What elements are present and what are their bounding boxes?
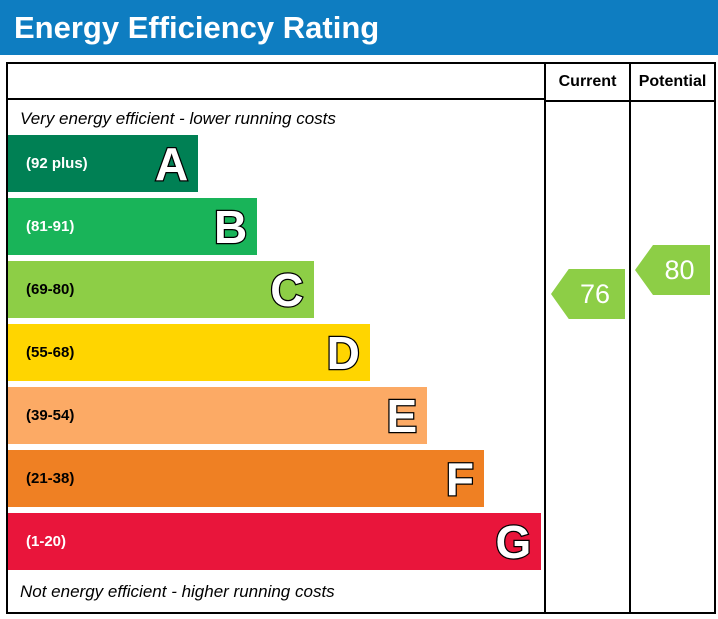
band-bar-g: (1-20) G [8,513,542,570]
band-letter: B [213,200,249,253]
band-range-label: (55-68) [26,344,75,361]
title-bar: Energy Efficiency Rating [0,0,718,55]
current-rating-value: 76 [579,278,611,309]
band-bars: (92 plus) A (81-91) B (69-80) C (55-68) … [8,135,544,576]
header-spacer [8,64,544,100]
band-bar-e: (39-54) E [8,387,428,444]
bands-area: Very energy efficient - lower running co… [8,64,544,612]
band-bar-c: (69-80) C [8,261,314,318]
column-header-current: Current [546,64,629,102]
current-rating-arrow: 76 [551,269,625,319]
band-letter: G [494,515,532,568]
band-letter: E [385,389,418,442]
band-range-label: (21-38) [26,470,75,487]
top-note: Very energy efficient - lower running co… [20,109,336,128]
band-letter: C [269,263,305,316]
band-letter: D [325,326,361,379]
band-bar-b: (81-91) B [8,198,258,255]
potential-rating-arrow: 80 [635,245,710,295]
epc-rating-chart: Very energy efficient - lower running co… [6,62,716,614]
bottom-note: Not energy efficient - higher running co… [20,582,335,601]
column-header-potential: Potential [631,64,714,102]
band-range-label: (39-54) [26,407,75,424]
band-range-label: (92 plus) [26,155,88,172]
band-range-label: (1-20) [26,533,67,550]
band-bar-d: (55-68) D [8,324,370,381]
potential-column: Potential 80 [629,64,714,612]
page-title: Energy Efficiency Rating [14,9,380,45]
band-bar-f: (21-38) F [8,450,484,507]
potential-rating-value: 80 [664,254,695,285]
current-column: Current 76 [544,64,629,612]
band-letter: A [154,137,190,190]
band-letter: F [445,452,476,505]
band-range-label: (69-80) [26,281,75,298]
band-bar-a: (92 plus) A [8,135,199,192]
band-range-label: (81-91) [26,218,75,235]
